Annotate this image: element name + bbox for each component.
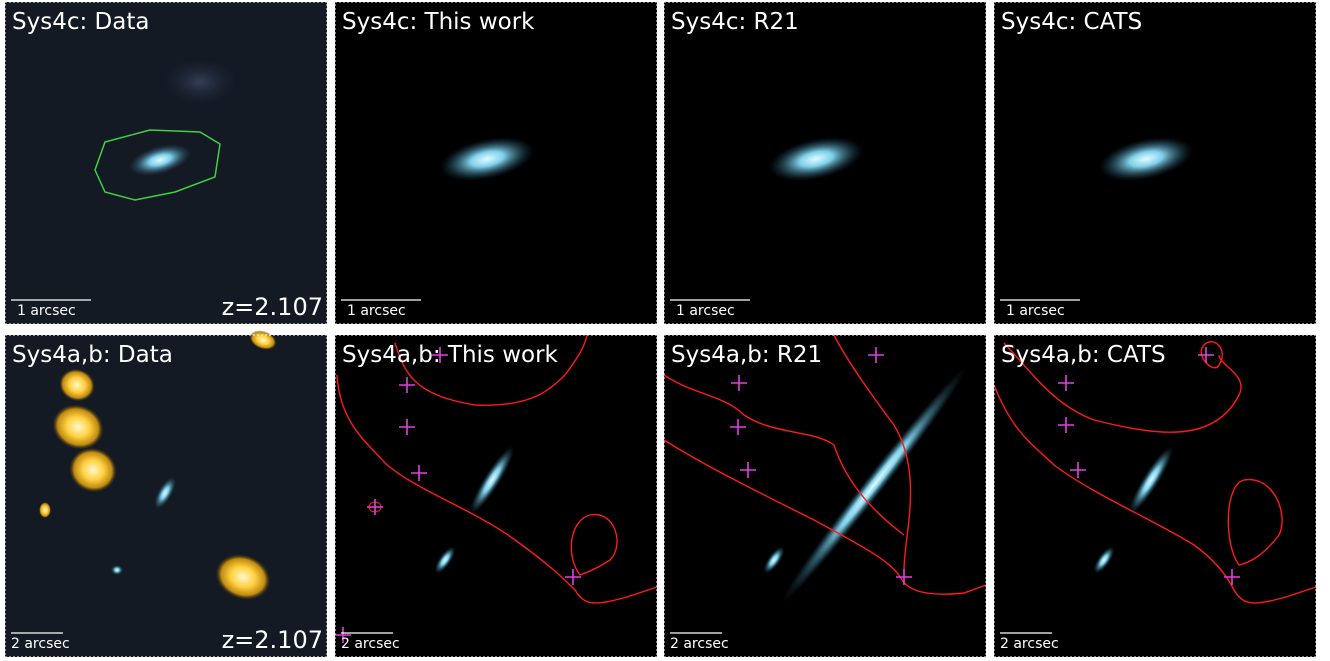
image-marker xyxy=(1058,417,1074,433)
scale-label: 2 arcsec xyxy=(1000,636,1059,652)
image-marker xyxy=(367,499,383,515)
critical-curve xyxy=(663,439,987,595)
panel-frame xyxy=(663,1,987,325)
panel: Sys4c: Data 1 arcsec z=2.107 xyxy=(4,1,328,325)
panel-image xyxy=(664,335,986,657)
image-marker xyxy=(896,569,912,585)
panel-title: Sys4c: This work xyxy=(342,9,535,35)
image-marker xyxy=(565,569,581,585)
source-image xyxy=(1093,546,1115,574)
scale-label: 1 arcsec xyxy=(676,303,735,319)
critical-curve xyxy=(1227,479,1283,566)
panel: Sys4c: This work 1 arcsec xyxy=(334,1,658,325)
source-image xyxy=(69,447,117,493)
panel-image xyxy=(994,335,1316,657)
critical-curve xyxy=(336,374,658,604)
panel: Sys4a,b: R21 2 arcsec xyxy=(663,334,987,658)
critical-curve xyxy=(663,374,905,536)
panel-frame xyxy=(4,334,328,658)
panel-frame xyxy=(334,1,658,325)
source-image xyxy=(52,404,104,450)
panel-frame xyxy=(993,334,1317,658)
source-image xyxy=(469,445,515,515)
source-image xyxy=(768,137,864,181)
image-marker xyxy=(731,375,747,391)
panel: Sys4c: CATS 1 arcsec xyxy=(993,1,1317,325)
background-haze xyxy=(160,57,240,107)
source-image xyxy=(781,366,967,604)
source-image xyxy=(59,368,95,402)
critical-curve xyxy=(394,334,588,406)
panel: Sys4a,b: This work 2 arcsec xyxy=(334,334,658,658)
image-marker xyxy=(1224,569,1240,585)
image-marker xyxy=(399,377,415,393)
scale-label: 1 arcsec xyxy=(17,303,76,319)
source-image xyxy=(1098,137,1194,181)
source-image xyxy=(763,546,785,574)
panel: Sys4c: R21 1 arcsec xyxy=(663,1,987,325)
source-image xyxy=(215,554,271,600)
panel-frame xyxy=(663,334,987,658)
source-image xyxy=(111,565,123,575)
critical-curve xyxy=(570,513,618,576)
scale-label: 2 arcsec xyxy=(11,636,70,652)
source-image xyxy=(439,137,535,181)
scale-label: 1 arcsec xyxy=(347,303,406,319)
image-marker xyxy=(335,627,351,643)
critical-curve xyxy=(833,334,912,571)
source-image xyxy=(1128,445,1174,515)
segmentation-outline xyxy=(94,129,221,201)
image-marker xyxy=(1058,375,1074,391)
critical-curve xyxy=(993,384,1317,604)
panel-title: Sys4a,b: Data xyxy=(12,342,173,368)
panel-image xyxy=(335,335,657,657)
scale-label: 1 arcsec xyxy=(1006,303,1065,319)
scale-label: 2 arcsec xyxy=(670,636,729,652)
scale-label: 2 arcsec xyxy=(341,636,400,652)
image-marker xyxy=(399,419,415,435)
source-image xyxy=(39,502,51,518)
panel-title: Sys4c: Data xyxy=(12,9,149,35)
redshift-label: z=2.107 xyxy=(222,293,323,321)
panel-title: Sys4a,b: This work xyxy=(342,342,559,368)
source-image xyxy=(434,546,456,574)
source-image xyxy=(128,144,192,176)
panel-frame xyxy=(334,334,658,658)
critical-curve xyxy=(1003,342,1242,433)
panel: Sys4a,b: CATS 2 arcsec xyxy=(993,334,1317,658)
panel-title: Sys4c: CATS xyxy=(1001,9,1142,35)
image-marker xyxy=(411,465,427,481)
panel-frame xyxy=(993,1,1317,325)
image-marker xyxy=(1070,462,1086,478)
panel-frame xyxy=(4,1,328,325)
panel-title: Sys4a,b: R21 xyxy=(671,342,822,368)
panel-title: Sys4a,b: CATS xyxy=(1001,342,1166,368)
image-marker xyxy=(432,347,448,363)
source-image xyxy=(154,477,176,509)
panel-title: Sys4c: R21 xyxy=(671,9,799,35)
image-marker xyxy=(730,419,746,435)
panel: Sys4a,b: Data 2 arcsec z=2.107 xyxy=(4,330,328,658)
image-marker xyxy=(868,347,884,363)
image-marker xyxy=(740,462,756,478)
image-marker xyxy=(1198,347,1214,363)
redshift-label: z=2.107 xyxy=(222,626,323,654)
